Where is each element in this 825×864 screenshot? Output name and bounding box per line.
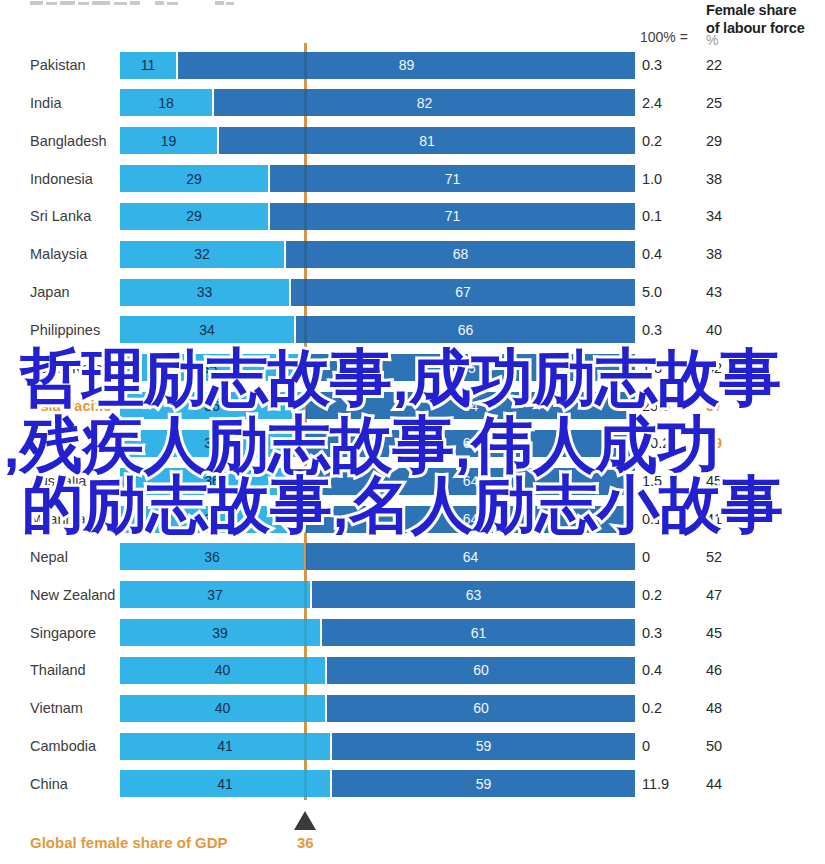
- female-share-bar: 19: [120, 127, 217, 154]
- row-label-cambodia: Cambodia: [30, 733, 118, 760]
- row-label-sri-lanka: Sri Lanka: [30, 203, 118, 230]
- female-share-bar: 36: [120, 543, 304, 570]
- male-share-bar: 66: [296, 316, 635, 343]
- male-share-bar: 60: [327, 657, 635, 684]
- row-label-philippines: Philippines: [30, 316, 118, 343]
- female-share-bar: 41: [120, 733, 330, 760]
- labour-share-value: 29: [706, 127, 722, 154]
- overlay-text-line: 的励志故事,名人励志小故事的励志故事,名人励志小故事: [22, 474, 783, 536]
- female-share-bar: 39: [120, 619, 320, 646]
- marker-value: 36: [297, 834, 314, 851]
- labour-share-value: 22: [706, 52, 722, 79]
- female-share-bar: 37: [120, 581, 310, 608]
- marker-triangle-icon: [294, 811, 316, 830]
- labour-share-value: 47: [706, 581, 722, 608]
- male-share-bar: 64: [306, 543, 635, 570]
- gdp-value: 0.1: [642, 203, 662, 230]
- male-share-bar: 59: [332, 733, 635, 760]
- male-share-bar: 67: [291, 279, 635, 306]
- labour-share-value: 40: [706, 316, 722, 343]
- labour-share-value: 38: [706, 241, 722, 268]
- male-share-bar: 68: [286, 241, 635, 268]
- gdp-value: 0.2: [642, 127, 662, 154]
- gdp-value: 0.2: [642, 695, 662, 722]
- overlay-text-line: 哲理励志故事,成功励志故事哲理励志故事,成功励志故事: [20, 347, 781, 409]
- male-share-bar: 89: [178, 52, 635, 79]
- row-label-japan: Japan: [30, 279, 118, 306]
- row-label-thailand: Thailand: [30, 657, 118, 684]
- gdp-value: 0.4: [642, 241, 662, 268]
- row-label-china: China: [30, 770, 118, 797]
- chart-page: Female shareof labour force % 100% = Pak…: [0, 0, 825, 864]
- row-label-new-zealand: New Zealand: [30, 581, 118, 608]
- labour-share-value: 34: [706, 203, 722, 230]
- female-share-bar: 29: [120, 165, 268, 192]
- gdp-value: 2.4: [642, 89, 662, 116]
- cropped-text-fragment: [30, 0, 240, 7]
- row-label-india: India: [30, 89, 118, 116]
- male-share-bar: 71: [270, 203, 635, 230]
- female-share-bar: 32: [120, 241, 284, 268]
- overlay-text-line: ,残疾人励志故事,伟人成功,残疾人励志故事,伟人成功: [3, 414, 719, 476]
- row-label-indonesia: Indonesia: [30, 165, 118, 192]
- labour-share-value: 44: [706, 770, 722, 797]
- labour-share-value: 45: [706, 619, 722, 646]
- labour-share-value: 46: [706, 657, 722, 684]
- female-share-bar: 40: [120, 695, 325, 722]
- female-share-bar: 34: [120, 316, 294, 343]
- row-label-vietnam: Vietnam: [30, 695, 118, 722]
- row-label-nepal: Nepal: [30, 543, 118, 570]
- labour-share-value: 38: [706, 165, 722, 192]
- scale-label: 100% =: [640, 29, 688, 45]
- labour-share-value: 43: [706, 279, 722, 306]
- gdp-value: 0.3: [642, 52, 662, 79]
- female-share-bar: 18: [120, 89, 212, 116]
- male-share-bar: 71: [270, 165, 635, 192]
- gdp-value: 1.0: [642, 165, 662, 192]
- marker-label: Global female share of GDP: [30, 834, 228, 851]
- row-label-bangladesh: Bangladesh: [30, 127, 118, 154]
- gdp-value: 0.3: [642, 619, 662, 646]
- male-share-bar: 81: [219, 127, 635, 154]
- gdp-value: 0: [642, 543, 650, 570]
- labour-share-value: 50: [706, 733, 722, 760]
- gdp-value: 5.0: [642, 279, 662, 306]
- gdp-value: 0.4: [642, 657, 662, 684]
- gdp-value: 0: [642, 733, 650, 760]
- male-share-bar: 60: [327, 695, 635, 722]
- labour-share-value: 25: [706, 89, 722, 116]
- female-share-bar: 29: [120, 203, 268, 230]
- male-share-bar: 61: [322, 619, 635, 646]
- gdp-value: 0.2: [642, 581, 662, 608]
- female-share-bar: 33: [120, 279, 289, 306]
- row-label-pakistan: Pakistan: [30, 52, 118, 79]
- labour-force-column-header: Female shareof labour force: [706, 1, 805, 37]
- male-share-bar: 63: [312, 581, 635, 608]
- gdp-value: 0.3: [642, 316, 662, 343]
- labour-share-value: 48: [706, 695, 722, 722]
- female-share-bar: 11: [120, 52, 176, 79]
- labour-force-unit: %: [706, 32, 718, 48]
- female-share-bar: 41: [120, 770, 330, 797]
- male-share-bar: 82: [214, 89, 635, 116]
- row-label-singapore: Singapore: [30, 619, 118, 646]
- male-share-bar: 59: [332, 770, 635, 797]
- row-label-malaysia: Malaysia: [30, 241, 118, 268]
- female-share-bar: 40: [120, 657, 325, 684]
- labour-share-value: 52: [706, 543, 722, 570]
- gdp-value: 11.9: [642, 770, 669, 797]
